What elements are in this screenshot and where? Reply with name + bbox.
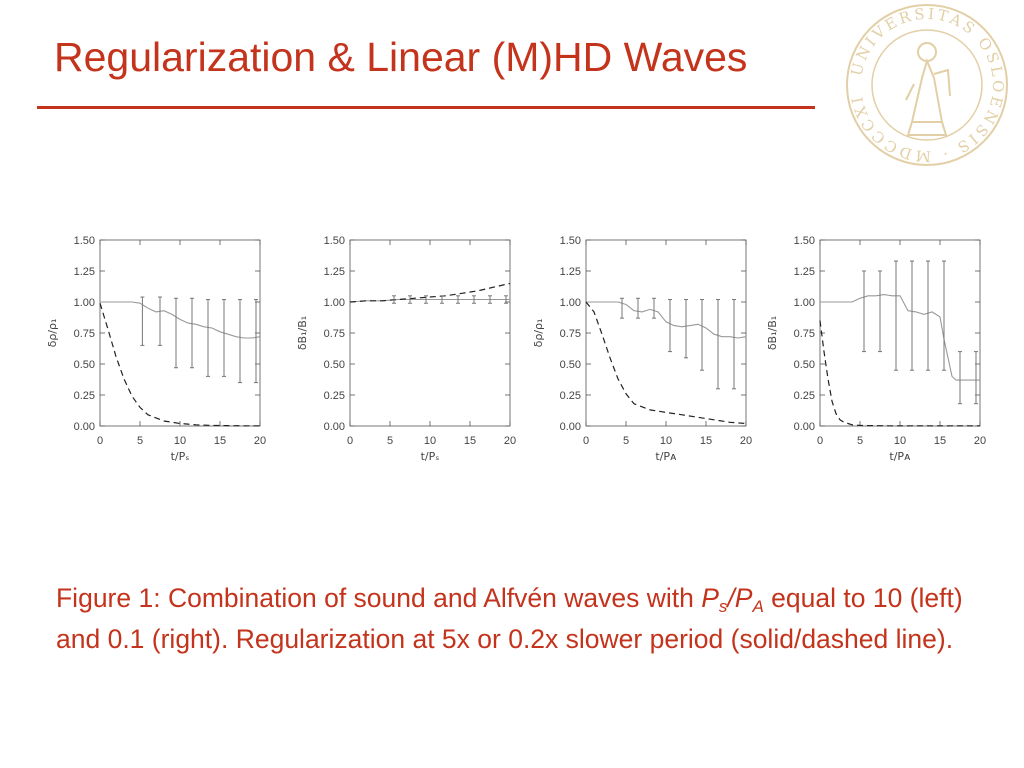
x-axis-label: t/Pᴀ (889, 450, 911, 463)
dashed-series-line (819, 320, 980, 427)
y-tick-label: 0.75 (560, 328, 581, 340)
y-tick-label: 0.25 (794, 390, 815, 402)
x-tick-label: 15 (934, 435, 946, 447)
x-tick-label: 0 (817, 435, 823, 447)
x-tick-label: 20 (974, 435, 986, 447)
caption-pa-sub: A (752, 597, 764, 616)
y-tick-label: 0.50 (74, 359, 95, 371)
y-tick-label: 1.50 (324, 235, 345, 247)
y-axis-label: δB₁/B₁ (296, 316, 309, 350)
x-tick-label: 20 (254, 435, 266, 447)
y-tick-label: 1.00 (794, 297, 815, 309)
caption-part2: equal to 10 (left) and 0.1 (right). Regu… (56, 583, 963, 654)
y-tick-label: 1.00 (560, 297, 581, 309)
y-tick-label: 1.50 (560, 235, 581, 247)
y-tick-label: 0.25 (74, 390, 95, 402)
y-tick-label: 0.00 (560, 421, 581, 433)
x-axis-label: t/Pₛ (171, 450, 190, 463)
y-tick-label: 0.00 (74, 421, 95, 433)
x-tick-label: 15 (214, 435, 226, 447)
x-tick-label: 10 (660, 435, 672, 447)
y-tick-label: 0.50 (324, 359, 345, 371)
figure-caption: Figure 1: Combination of sound and Alfvé… (56, 578, 976, 660)
x-tick-label: 15 (700, 435, 712, 447)
caption-pa-main: P (734, 583, 753, 613)
x-tick-label: 0 (97, 435, 103, 447)
y-tick-label: 1.25 (74, 266, 95, 278)
figure-panels: 0.00 0.25 0.50 0.75 1.00 1.25 1.50 0 5 10 15 20 t/Pₛ… (46, 235, 986, 463)
x-tick-label: 15 (464, 435, 476, 447)
y-axis-label: δρ/ρ₁ (46, 319, 59, 348)
x-tick-label: 10 (174, 435, 186, 447)
y-tick-label: 1.00 (324, 297, 345, 309)
chart-panel-3: 0.00 0.25 0.50 0.75 1.00 1.25 1.50 0 5 10 15 20 t/Pᴀ… (532, 235, 752, 463)
chart-panel-1: 0.00 0.25 0.50 0.75 1.00 1.25 1.50 0 5 10 15 20 t/Pₛ… (46, 235, 266, 463)
x-tick-label: 10 (424, 435, 436, 447)
dashed-series-line (585, 301, 747, 425)
solid-series-line (100, 301, 261, 339)
y-tick-label: 0.00 (324, 421, 345, 433)
plot-frame (99, 239, 261, 427)
x-tick-label: 10 (894, 435, 906, 447)
dashed-series-line (99, 303, 260, 427)
y-tick-label: 0.25 (324, 390, 345, 402)
y-tick-label: 0.50 (560, 359, 581, 371)
slide-title: Regularization & Linear (M)HD Waves (54, 34, 748, 80)
chart-panel-4: 0.00 0.25 0.50 0.75 1.00 1.25 1.50 0 5 10 15 20 t/Pᴀ… (766, 235, 986, 463)
solid-series-line (820, 294, 980, 381)
x-tick-label: 20 (740, 435, 752, 447)
y-tick-label: 1.00 (74, 297, 95, 309)
plot-frame (349, 239, 511, 427)
y-axis-label: δρ/ρ₁ (532, 319, 545, 348)
x-tick-label: 5 (387, 435, 393, 447)
y-tick-label: 1.50 (794, 235, 815, 247)
y-tick-label: 0.00 (794, 421, 815, 433)
y-tick-label: 1.50 (74, 235, 95, 247)
chart-panel-2: 0.00 0.25 0.50 0.75 1.00 1.25 1.50 0 5 10 15 20 t/Pₛ… (296, 235, 516, 463)
plot-frame (585, 239, 747, 427)
x-axis-label: t/Pₛ (421, 450, 440, 463)
solid-series-line (349, 298, 510, 303)
caption-ps-sub: s (718, 597, 728, 616)
x-tick-label: 5 (137, 435, 143, 447)
university-seal-logo: UNIVERSITAS OSLOENSIS · MDCCCXI · (842, 0, 1008, 166)
dashed-series-line (349, 282, 511, 303)
x-tick-label: 0 (583, 435, 589, 447)
y-tick-label: 0.75 (74, 328, 95, 340)
y-tick-label: 0.75 (794, 328, 815, 340)
y-tick-label: 0.75 (324, 328, 345, 340)
y-tick-label: 1.25 (794, 266, 815, 278)
x-tick-label: 20 (504, 435, 516, 447)
y-tick-label: 1.25 (324, 266, 345, 278)
y-tick-label: 0.50 (794, 359, 815, 371)
x-tick-label: 0 (347, 435, 353, 447)
x-axis-label: t/Pᴀ (655, 450, 677, 463)
title-underline (37, 106, 815, 109)
caption-part1: Figure 1: Combination of sound and Alfvé… (56, 583, 702, 613)
solid-series-line (586, 301, 747, 339)
y-axis-label: δB₁/B₁ (766, 316, 779, 350)
caption-ps-main: P (701, 583, 719, 613)
x-tick-label: 5 (623, 435, 629, 447)
y-tick-label: 1.25 (560, 266, 581, 278)
caption-slash: / (727, 583, 735, 613)
y-tick-label: 0.25 (560, 390, 581, 402)
plot-frame (819, 239, 981, 427)
x-tick-label: 5 (857, 435, 863, 447)
